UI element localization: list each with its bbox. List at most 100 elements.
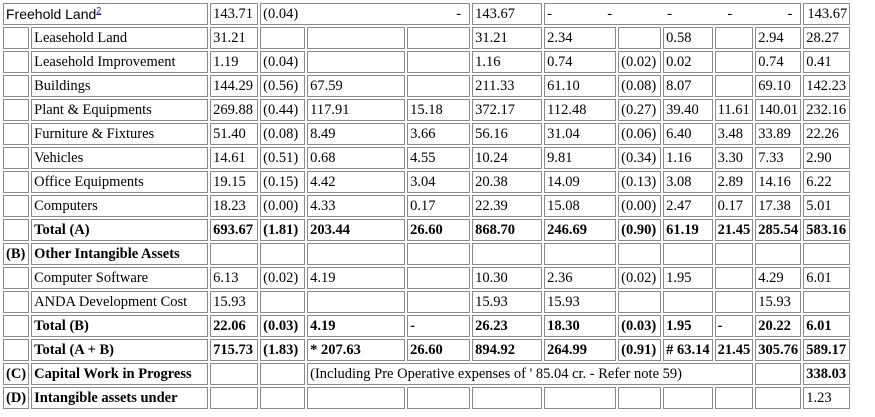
cell: [407, 27, 471, 49]
cell: 31.21: [472, 27, 543, 49]
cell: [472, 243, 543, 265]
indent-cell: [3, 291, 30, 313]
cell: 56.16: [472, 123, 543, 145]
cell: 112.48: [544, 99, 617, 121]
cell: 0.02: [663, 51, 713, 73]
cell: [407, 387, 471, 409]
cell: [407, 291, 471, 313]
cell: [307, 243, 406, 265]
cell: 69.10: [755, 75, 802, 97]
cell: 4.33: [307, 195, 406, 217]
table-row: Leasehold Improvement 1.19 (0.04) 1.16 0.74(…: [3, 51, 851, 73]
cell: [714, 51, 754, 73]
cell: (0.02): [618, 51, 662, 73]
cell: 4.42: [307, 171, 406, 193]
cell: 0.74: [544, 51, 617, 73]
cell: 338.03: [803, 363, 851, 385]
footnote-link[interactable]: 2: [96, 5, 102, 16]
table-row: (B) Other Intangible Assets: [3, 243, 851, 265]
indent-cell: [3, 123, 30, 145]
table-row: ANDA Development Cost 15.93 15.93 15.93 15.9…: [3, 291, 851, 313]
cell: [755, 243, 802, 265]
cell: 10.24: [472, 147, 543, 169]
table-row: Computer Software 6.13 (0.02) 4.19 10.30 2.36…: [3, 267, 851, 289]
section-marker: (B): [3, 243, 30, 265]
cell: [618, 243, 662, 265]
row-label: Leasehold Land: [31, 27, 209, 49]
table-row: Total (B) 22.06 (0.03) 4.19-26.23 18.30 (0.03…: [3, 315, 851, 337]
indent-cell: [3, 267, 30, 289]
cell: 142.23: [803, 75, 851, 97]
cell: 868.70: [472, 219, 543, 241]
cell: * 207.63: [307, 339, 406, 361]
row-label: ANDA Development Cost: [31, 291, 209, 313]
cell: 6.40: [663, 123, 713, 145]
cell: 15.93: [544, 291, 617, 313]
cell: [407, 267, 471, 289]
cell: [307, 291, 406, 313]
cell: 3.48: [714, 123, 754, 145]
cell: 6.01: [803, 267, 851, 289]
section-heading: Intangible assets under: [31, 387, 209, 409]
cell: [260, 291, 306, 313]
cell: (0.03): [618, 315, 662, 337]
row-label: Office Equipments: [31, 171, 209, 193]
cell: (0.04): [260, 51, 306, 73]
indent-cell: [3, 219, 30, 241]
cell: 31.04: [544, 123, 617, 145]
table-row: Leasehold Land 31.21 31.21 2.34 0.58 2.94 28.2…: [3, 27, 851, 49]
cell: [714, 243, 754, 265]
cell: 143.71: [210, 3, 259, 25]
cell: 8.49: [307, 123, 406, 145]
cell: (0.00): [260, 195, 306, 217]
row-label: Total (A + B): [31, 339, 209, 361]
section-marker: (D): [3, 387, 30, 409]
cell: 140.01: [755, 99, 802, 121]
row-label: Plant & Equipments: [31, 99, 209, 121]
cell: 7.33: [755, 147, 802, 169]
cell: (0.91): [618, 339, 662, 361]
cell: 22.06: [210, 315, 259, 337]
cell: 143.67: [472, 3, 543, 25]
cell: [260, 27, 306, 49]
cell: 0.17: [407, 195, 471, 217]
cell: 18.23: [210, 195, 259, 217]
cell: 33.89: [755, 123, 802, 145]
cell: 2.90: [803, 147, 851, 169]
cell: 1.95: [663, 315, 713, 337]
cell: 51.40: [210, 123, 259, 145]
cell: 0.17: [714, 195, 754, 217]
cell: 26.23: [472, 315, 543, 337]
cell: -: [407, 315, 471, 337]
cell: 39.40: [663, 99, 713, 121]
cell: 15.93: [755, 291, 802, 313]
cell: 3.04: [407, 171, 471, 193]
cell: 211.33: [472, 75, 543, 97]
cell: 143.67: [803, 3, 851, 25]
indent-cell: [3, 27, 30, 49]
cell: [307, 27, 406, 49]
row-label: Freehold Land2: [3, 3, 209, 25]
cell: [663, 291, 713, 313]
cell: [210, 387, 259, 409]
cell: 26.60: [407, 219, 471, 241]
cell: 18.30: [544, 315, 617, 337]
cell: [544, 387, 617, 409]
cell: 22.39: [472, 195, 543, 217]
cell: 1.95: [663, 267, 713, 289]
cell: 0.58: [663, 27, 713, 49]
cell: [260, 387, 306, 409]
cell: 305.76: [755, 339, 802, 361]
cell: 5.01: [803, 195, 851, 217]
cell: 715.73: [210, 339, 259, 361]
cell: 264.99: [544, 339, 617, 361]
row-label: Total (B): [31, 315, 209, 337]
cell: [714, 27, 754, 49]
cell: (0.02): [260, 267, 306, 289]
cell: [307, 51, 406, 73]
cell: [618, 291, 662, 313]
cell: 589.17: [803, 339, 851, 361]
section-heading: Capital Work in Progress: [31, 363, 209, 385]
cell: 0.41: [803, 51, 851, 73]
